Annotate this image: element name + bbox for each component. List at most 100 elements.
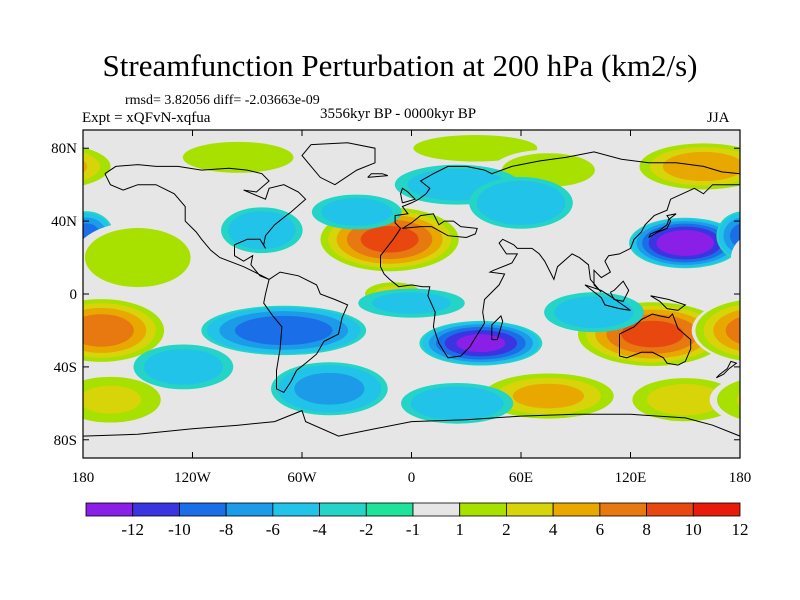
colorbar-label: -1 <box>406 520 420 539</box>
anomaly-center <box>311 194 402 230</box>
colorbar-label: 6 <box>596 520 605 539</box>
anomaly-center <box>83 141 740 192</box>
chart-title: Streamfunction Perturbation at 200 hPa (… <box>102 48 698 83</box>
anomaly-center <box>419 320 543 366</box>
colorbar-swatch <box>365 502 414 517</box>
contour-band <box>0 310 52 359</box>
contour-band <box>742 228 800 287</box>
contour-band <box>646 384 724 416</box>
contour-band <box>143 349 223 385</box>
y-tick-label: 0 <box>70 287 78 303</box>
contour-band <box>83 385 142 414</box>
x-tick-label: 180 <box>72 470 95 486</box>
contour-band <box>228 211 296 250</box>
contour-band <box>0 306 62 363</box>
anomaly-center <box>83 221 800 294</box>
y-tick-label: 40S <box>54 360 77 376</box>
contour-band <box>0 227 65 260</box>
x-tick-label: 60W <box>287 470 317 486</box>
coastline-indonesia <box>584 284 631 311</box>
contour-band <box>736 393 740 407</box>
coastline-south-america <box>263 271 349 394</box>
coastlines <box>83 142 740 437</box>
contour-band <box>11 235 46 251</box>
anomaly-center <box>201 305 367 356</box>
axis-ticks: 180 120W 60W 0 60E 120E 180 80N 40N 0 40S 80S <box>51 130 751 486</box>
contour-band <box>790 344 800 389</box>
anomaly-center <box>477 371 620 421</box>
contour-band <box>83 152 101 181</box>
coastline-iceland <box>367 173 388 178</box>
contour-band <box>84 228 191 288</box>
x-tick-label: 0 <box>408 470 416 486</box>
colorbar-swatch <box>132 502 180 517</box>
colorbar-label: -10 <box>168 520 191 539</box>
coastline-australia <box>619 313 692 366</box>
colorbar-swatch <box>646 502 694 517</box>
contour-band <box>0 321 27 348</box>
contour-band <box>0 378 81 421</box>
contour-band <box>0 302 70 366</box>
colorbar: -12 -10 -8 -6 -4 -2 -1 1 2 4 6 8 10 12 <box>85 502 749 539</box>
colorbar-label: 8 <box>642 520 651 539</box>
coastline-africa-eurasia <box>380 151 740 359</box>
contour-band <box>667 235 703 251</box>
contour-band <box>372 292 451 314</box>
contour-band <box>83 160 88 173</box>
anomaly-center <box>133 344 800 390</box>
colorbar-swatch <box>692 502 741 517</box>
colorbar-label: 4 <box>549 520 558 539</box>
coastline-borneo <box>609 280 630 302</box>
colorbar-swatch <box>225 502 274 517</box>
contour-band <box>83 390 88 409</box>
colorbar-label: -8 <box>219 520 233 539</box>
anomaly-center <box>83 297 740 364</box>
anomaly-center <box>0 375 740 424</box>
anomaly-center <box>401 382 514 424</box>
y-tick-label: 40N <box>51 214 77 230</box>
period-label: 3556kyr BP - 0000kyr BP <box>320 106 477 122</box>
contour-band <box>410 386 504 421</box>
anomaly-center <box>271 362 388 416</box>
colorbar-swatch <box>319 502 367 517</box>
coastline-madagascar <box>491 314 504 341</box>
contour-band <box>716 380 740 419</box>
colorbar-label: 2 <box>502 520 511 539</box>
contour-band <box>729 223 740 248</box>
colorbar-swatch <box>85 502 134 517</box>
colorbar-swatch <box>599 502 647 517</box>
coastline-mediterranean <box>402 213 478 239</box>
contour-band <box>234 315 333 346</box>
contour-band <box>0 384 67 415</box>
contour-band <box>83 314 134 347</box>
colorbar-swatch <box>272 502 320 517</box>
colorbar-swatch <box>412 502 461 517</box>
coastline-new-zealand <box>715 360 738 379</box>
contour-band <box>554 296 634 329</box>
colorbar-label: 10 <box>685 520 702 539</box>
season-label: JJA <box>707 110 730 126</box>
contour-band <box>725 316 740 344</box>
contour-band <box>621 320 684 348</box>
colorbar-label: -4 <box>312 520 327 539</box>
anomaly-center <box>358 288 465 318</box>
anomaly-center <box>0 217 740 269</box>
colorbar-label: 1 <box>455 520 464 539</box>
contour-band <box>0 301 74 368</box>
colorbar-label: -6 <box>266 520 280 539</box>
contour-band <box>413 134 538 162</box>
colorbar-swatch <box>506 502 554 517</box>
contour-band <box>0 314 41 353</box>
contour-band <box>731 239 740 276</box>
y-tick-label: 80N <box>51 141 77 157</box>
experiment-label: Expt = xQFvN-xqfua <box>82 110 211 126</box>
x-tick-label: 180 <box>729 470 752 486</box>
contour-band <box>360 225 419 253</box>
colorbar-swatch <box>179 502 227 517</box>
contour-field <box>0 132 800 426</box>
colorbar-swatch <box>459 502 507 517</box>
coastline-new-guinea <box>650 295 687 311</box>
contour-band <box>321 198 393 226</box>
colorbar-label: 12 <box>732 520 749 539</box>
